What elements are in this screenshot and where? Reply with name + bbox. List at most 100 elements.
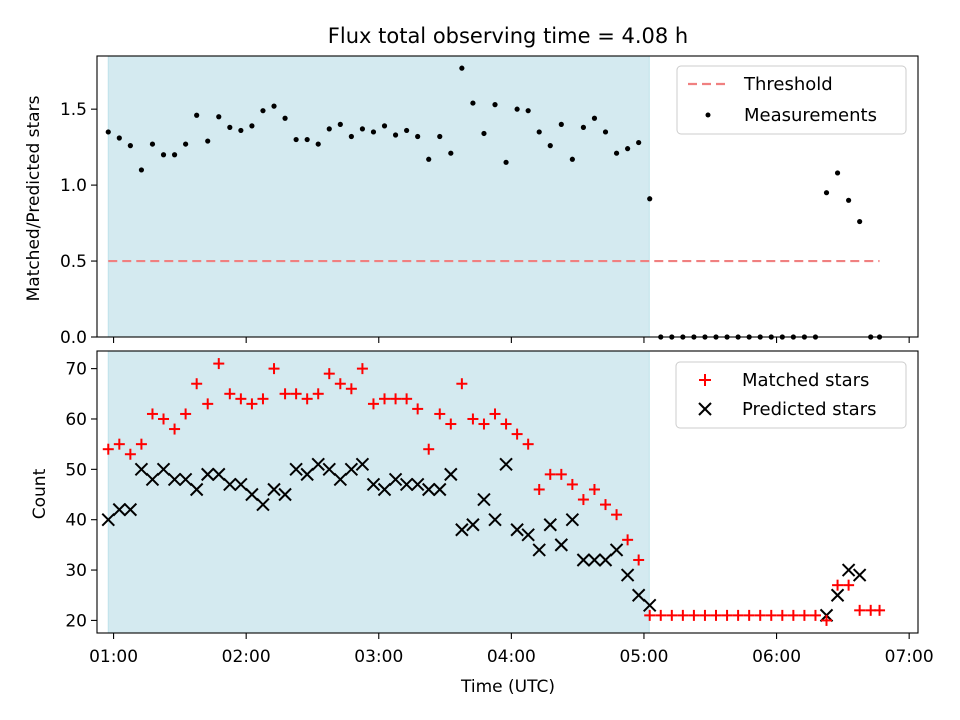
- measurement-point: [437, 133, 443, 140]
- matched-star-point: [633, 554, 645, 566]
- measurement-point: [569, 156, 575, 162]
- matched-star-point: [522, 438, 534, 450]
- measurement-point: [171, 152, 178, 158]
- matched-star-point: [367, 398, 379, 410]
- y-tick-label: 20: [65, 611, 87, 631]
- predicted-star-point: [256, 497, 270, 512]
- predicted-star-point: [455, 523, 469, 537]
- matched-star-point: [489, 408, 501, 420]
- bottom-legend-box: [675, 361, 907, 429]
- bottom-axes-frame: [96, 350, 919, 634]
- y-tick-label: 1.0: [60, 176, 87, 196]
- predicted-star-point: [377, 482, 392, 497]
- measurement-point: [216, 114, 222, 120]
- y-tick-label: 0.0: [60, 328, 87, 348]
- count-panel: 20 30 40 50 60 70 01:00 02:00 03:00 04:00 05:00 06…: [30, 350, 934, 697]
- predicted-star-point: [444, 467, 458, 482]
- matched-star-point: [379, 393, 391, 405]
- bottom-y-ticks: 20 30 40 50 60 70: [65, 360, 97, 631]
- predicted-star-point: [245, 487, 259, 502]
- measurement-point: [138, 167, 145, 173]
- measurement-point: [647, 196, 653, 202]
- predicted-star-point: [311, 457, 325, 472]
- measurement-point: [481, 130, 487, 137]
- predicted-star-point: [267, 482, 281, 497]
- measurement-point: [426, 156, 432, 162]
- matched-star-point: [677, 609, 689, 621]
- matched-star-point: [268, 363, 280, 375]
- measurement-point: [348, 133, 354, 140]
- predicted-star-point: [333, 472, 348, 487]
- observing-window-bottom: [107, 350, 650, 634]
- legend-measurements-swatch: [705, 112, 711, 118]
- matched-star-point: [135, 438, 147, 450]
- legend-threshold-label: Threshold: [743, 74, 833, 95]
- measurement-point: [326, 126, 332, 132]
- measurement-point: [846, 197, 852, 203]
- measurement-point: [503, 159, 509, 165]
- predicted-star-point: [134, 462, 149, 477]
- measurement-point: [282, 115, 288, 121]
- predicted-star-point: [355, 457, 370, 472]
- matched-star-point: [113, 438, 125, 450]
- measurement-point: [602, 129, 609, 135]
- measurement-point: [591, 115, 598, 121]
- x-tick-label: 07:00: [885, 647, 934, 667]
- measurement-point: [337, 121, 343, 127]
- x-tick-label: 03:00: [354, 647, 403, 667]
- matched-star-point: [423, 443, 435, 455]
- measurement-point: [160, 152, 167, 158]
- matched-star-point: [511, 428, 523, 440]
- x-tick-label: 05:00: [619, 647, 668, 667]
- top-y-axis-label: Matched/Predicted stars: [24, 95, 44, 301]
- matched-star-point: [843, 579, 855, 591]
- matched-star-point: [290, 388, 302, 400]
- matched-star-point: [180, 408, 192, 420]
- matched-star-point: [854, 604, 866, 616]
- predicted-star-point: [223, 477, 237, 492]
- matched-star-point: [235, 393, 247, 405]
- measurement-point: [315, 141, 321, 147]
- predicted-star-point: [123, 502, 138, 517]
- predicted-star-point: [598, 553, 613, 567]
- top-x-ticks: [113, 337, 910, 343]
- matched-star-point: [577, 494, 589, 506]
- matched-star-point: [345, 383, 357, 395]
- predicted-star-point: [410, 477, 425, 492]
- y-tick-label: 40: [65, 511, 87, 531]
- top-legend-box: [676, 65, 907, 135]
- ratio-panel: 0.0 0.5 1.0 1.5 Matched/Predicted stars Thr…: [24, 55, 919, 348]
- matched-star-point: [279, 388, 291, 400]
- matched-star-point: [655, 609, 667, 621]
- predicted-star-point: [543, 518, 557, 532]
- y-tick-label: 30: [65, 561, 87, 581]
- measurement-point: [415, 133, 421, 140]
- matched-star-point: [710, 609, 722, 621]
- predicted-star-point: [532, 543, 546, 557]
- legend-predicted-label: Predicted stars: [742, 399, 876, 420]
- matched-star-point: [600, 499, 612, 511]
- matched-star-point: [821, 614, 833, 626]
- predicted-star-point: [433, 482, 447, 497]
- measurement-point: [194, 112, 200, 118]
- measurement-point: [370, 129, 377, 135]
- measurement-point: [857, 218, 863, 225]
- matched-star-point: [644, 609, 656, 621]
- predicted-star-point: [643, 598, 657, 613]
- matched-star-point: [445, 418, 457, 430]
- predicted-star-point: [399, 477, 414, 492]
- x-tick-label: 02:00: [222, 647, 271, 667]
- matched-star-point: [555, 468, 567, 480]
- measurement-point: [834, 170, 841, 176]
- matched-star-point: [666, 609, 678, 621]
- matched-stars-points: [102, 358, 886, 626]
- matched-star-point: [743, 609, 755, 621]
- matched-star-point: [202, 398, 214, 410]
- predicted-star-point: [620, 568, 635, 582]
- predicted-star-point: [101, 512, 115, 527]
- matched-star-point: [102, 443, 114, 455]
- measurement-point: [392, 132, 399, 138]
- predicted-star-point: [576, 553, 591, 567]
- predicted-star-point: [521, 528, 535, 542]
